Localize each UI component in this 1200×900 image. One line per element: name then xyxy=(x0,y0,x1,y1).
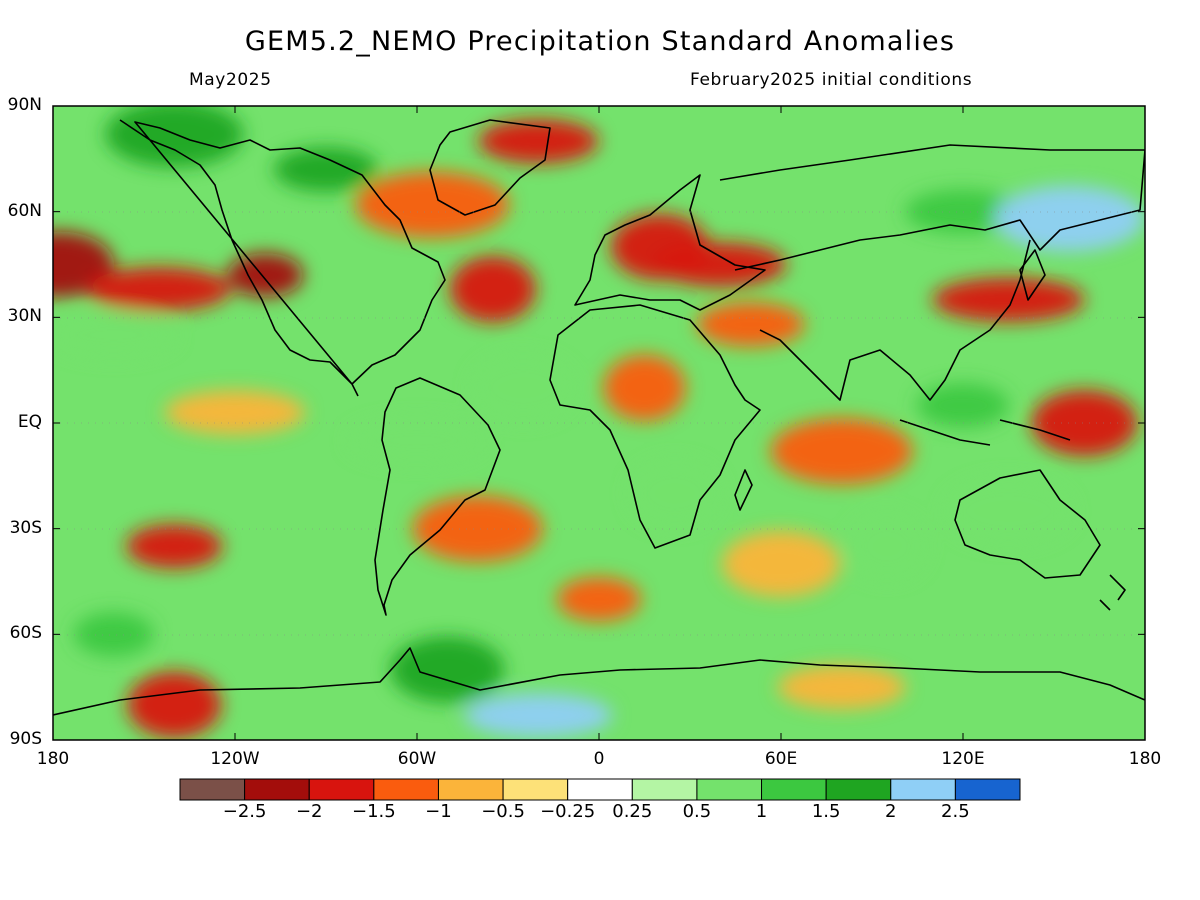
colorbar-swatch xyxy=(437,778,504,801)
forecast-month: May2025 xyxy=(189,70,272,90)
longitude-label: 60W xyxy=(397,749,437,769)
anomaly-region xyxy=(945,478,1072,545)
anomaly-region xyxy=(412,495,543,562)
anomaly-region xyxy=(390,636,505,703)
anomaly-region xyxy=(478,119,599,164)
colorbar-label: 1 xyxy=(755,801,768,822)
colorbar-swatch xyxy=(179,778,246,801)
latitude-label: 90S xyxy=(9,729,42,749)
initial-conditions-note: February2025 initial conditions xyxy=(690,70,973,90)
anomaly-region xyxy=(722,530,840,597)
colorbar-swatch xyxy=(761,778,827,801)
anomaly-region xyxy=(629,460,720,527)
coastline-japan xyxy=(1019,249,1046,301)
anomaly-region xyxy=(274,147,378,192)
colorbar-label: 2.5 xyxy=(941,801,970,822)
coastline-north-america xyxy=(119,119,446,397)
coastline-antarctica xyxy=(53,647,1145,716)
latitude-gridlines xyxy=(53,211,1145,636)
coastline-asia xyxy=(719,144,1145,401)
colorbar-swatch xyxy=(696,778,763,801)
anomaly-region xyxy=(994,185,1145,252)
anomaly-region xyxy=(227,253,304,298)
latitude-label: 30S xyxy=(9,517,42,538)
colorbar-label: 0.25 xyxy=(612,801,653,822)
colorbar-label: 1.5 xyxy=(811,801,841,822)
chart-title: GEM5.2_NEMO Precipitation Standard Anoma… xyxy=(244,26,956,57)
colorbar-swatch xyxy=(373,778,439,801)
anomaly-region xyxy=(770,418,913,485)
anomaly-region xyxy=(165,390,305,435)
coastline-madagascar xyxy=(734,469,753,511)
colorbar-swatch xyxy=(954,778,1021,801)
anomaly-region xyxy=(848,513,927,580)
anomaly-region xyxy=(126,524,223,569)
anomaly-region xyxy=(53,312,176,357)
axis-ticks xyxy=(52,105,1146,741)
coastline-europe xyxy=(574,174,766,311)
anomaly-region xyxy=(73,612,154,657)
anomaly-region xyxy=(449,256,536,323)
colorbar-swatch xyxy=(890,778,956,801)
colorbar-label: 2 xyxy=(885,801,897,822)
latitude-label: 60S xyxy=(9,623,42,644)
anomaly-field-layer xyxy=(53,106,1145,738)
longitude-label: 180 xyxy=(36,749,70,769)
latitude-label: 60N xyxy=(7,200,42,221)
anomaly-region xyxy=(905,189,1021,234)
longitude-label: 120W xyxy=(210,749,260,769)
coastline-south-america xyxy=(374,377,501,616)
colorbar-label: −1 xyxy=(425,801,452,822)
anomaly-region xyxy=(349,418,485,463)
anomaly-region xyxy=(917,383,1009,428)
latitude-label: 90N xyxy=(7,95,42,115)
coastline-greenland xyxy=(429,119,551,216)
colorbar xyxy=(179,778,1021,801)
anomaly-region xyxy=(932,277,1085,322)
longitude-label: 60E xyxy=(764,749,798,769)
anomaly-region xyxy=(355,171,510,238)
coastline-layer xyxy=(53,119,1145,716)
anomaly-region xyxy=(127,671,222,738)
coastline-australia xyxy=(954,469,1101,579)
anomaly-region xyxy=(464,693,613,738)
anomaly-region xyxy=(603,354,686,421)
colorbar-label: 0.5 xyxy=(682,801,712,822)
anomaly-region xyxy=(472,354,575,421)
colorbar-swatch xyxy=(502,778,569,801)
colorbar-label: −2 xyxy=(295,801,323,822)
colorbar-swatch xyxy=(631,778,698,801)
anomaly-region xyxy=(105,106,244,168)
latitude-label: EQ xyxy=(17,412,42,432)
colorbar-swatch xyxy=(244,778,310,801)
latitude-label: 30N xyxy=(7,306,42,327)
anomaly-region xyxy=(87,267,232,312)
anomaly-region xyxy=(654,242,787,287)
colorbar-swatch xyxy=(567,778,633,801)
colorbar-swatch xyxy=(308,778,375,801)
anomaly-region xyxy=(1031,390,1138,456)
colorbar-label: −2.5 xyxy=(222,801,267,822)
coastline-indonesia xyxy=(899,419,1071,446)
longitude-label: 0 xyxy=(593,749,605,769)
colorbar-swatch xyxy=(825,778,892,801)
colorbar-label: −0.25 xyxy=(540,801,596,822)
anomaly-region xyxy=(777,665,906,710)
coastline-africa xyxy=(549,304,761,549)
coastline-new-zealand xyxy=(1099,574,1126,611)
anomaly-region xyxy=(696,302,805,347)
colorbar-label: −0.5 xyxy=(481,801,525,822)
longitude-label: 180 xyxy=(1128,749,1162,769)
anomaly-region xyxy=(557,577,641,622)
colorbar-label: −1.5 xyxy=(351,801,396,822)
longitude-label: 120E xyxy=(941,749,985,769)
